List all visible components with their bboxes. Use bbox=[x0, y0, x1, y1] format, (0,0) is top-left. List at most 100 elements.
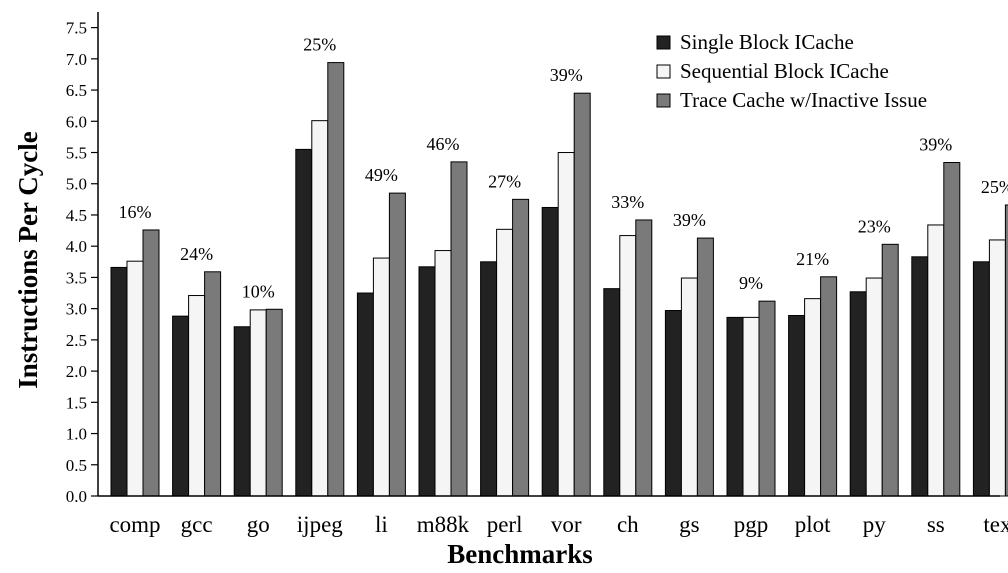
bar-gs-series-3 bbox=[696, 237, 714, 497]
legend-label: Trace Cache w/Inactive Issue bbox=[680, 88, 927, 112]
legend-label: Single Block ICache bbox=[680, 30, 854, 54]
bar-pgp-series-3 bbox=[758, 300, 776, 497]
bar-comp-series-1 bbox=[110, 266, 128, 497]
x-tick-label: pgp bbox=[734, 512, 769, 537]
bar-li-series-1 bbox=[356, 292, 374, 497]
x-axis-title: Benchmarks bbox=[447, 539, 593, 569]
percent-annotation: 25% bbox=[981, 177, 1008, 197]
x-tick-label: ch bbox=[617, 512, 639, 537]
bar-comp-series-3 bbox=[142, 229, 160, 497]
x-tick-label: go bbox=[247, 512, 270, 537]
percent-annotation: 39% bbox=[550, 65, 583, 85]
bar-perl-series-2 bbox=[496, 228, 514, 497]
percent-annotation: 25% bbox=[303, 35, 336, 55]
bar-plot-series-2 bbox=[804, 298, 822, 497]
x-tick-label: m88k bbox=[417, 512, 470, 537]
bar-go-series-2 bbox=[249, 309, 267, 497]
percent-annotation: 24% bbox=[180, 244, 213, 264]
x-tick-label: tex bbox=[983, 512, 1008, 537]
percent-annotation: 10% bbox=[242, 281, 275, 301]
percent-annotation: 33% bbox=[611, 192, 644, 212]
bar-ijpeg-series-1 bbox=[295, 148, 313, 497]
bar-py-series-3 bbox=[881, 243, 899, 497]
bar-gs-series-2 bbox=[680, 277, 698, 497]
bar-ch-series-1 bbox=[603, 288, 621, 497]
bar-plot-series-3 bbox=[820, 276, 838, 497]
x-tick-label: py bbox=[863, 512, 887, 537]
bar-li-series-3 bbox=[388, 192, 406, 497]
bar-ss-series-1 bbox=[911, 256, 929, 497]
y-tick-label: 4.0 bbox=[66, 237, 87, 256]
y-tick-label: 3.5 bbox=[66, 268, 87, 287]
y-tick-label: 5.0 bbox=[66, 175, 87, 194]
y-tick-label: 6.0 bbox=[66, 112, 87, 131]
bar-ch-series-3 bbox=[635, 219, 653, 497]
y-tick-label: 1.0 bbox=[66, 425, 87, 444]
bar-pgp-series-1 bbox=[726, 316, 744, 497]
bar-m88k-series-1 bbox=[418, 266, 436, 497]
bar-m88k-series-3 bbox=[450, 161, 468, 497]
x-tick-label: li bbox=[375, 512, 388, 537]
bar-gcc-series-3 bbox=[204, 271, 222, 497]
x-tick-label: vor bbox=[551, 512, 582, 537]
x-tick-label: gcc bbox=[181, 512, 213, 537]
bar-perl-series-3 bbox=[512, 198, 530, 497]
legend-swatch bbox=[656, 64, 671, 79]
y-axis-title: Instructions Per Cycle bbox=[13, 131, 43, 388]
bar-gs-series-1 bbox=[664, 310, 682, 497]
percent-annotation: 16% bbox=[119, 202, 152, 222]
bar-vor-series-3 bbox=[573, 92, 591, 497]
percent-annotation: 39% bbox=[919, 135, 952, 155]
bar-ss-series-2 bbox=[927, 224, 945, 497]
y-tick-label: 1.5 bbox=[66, 393, 87, 412]
bar-ijpeg-series-2 bbox=[311, 120, 329, 497]
bar-tex-series-1 bbox=[972, 261, 990, 497]
percent-annotation: 23% bbox=[858, 216, 891, 236]
percent-annotation: 39% bbox=[673, 210, 706, 230]
x-tick-label: perl bbox=[487, 512, 523, 537]
y-tick-label: 6.5 bbox=[66, 81, 87, 100]
legend-label: Sequential Block ICache bbox=[680, 59, 889, 83]
bar-tex-series-2 bbox=[988, 239, 1006, 497]
percent-annotation: 21% bbox=[796, 249, 829, 269]
y-tick-label: 0.0 bbox=[66, 487, 87, 506]
legend: Single Block ICache Sequential Block ICac… bbox=[656, 30, 927, 112]
bar-m88k-series-2 bbox=[434, 250, 452, 497]
bar-vor-series-1 bbox=[541, 206, 559, 497]
x-tick-label: ss bbox=[927, 512, 945, 537]
bar-go-series-3 bbox=[265, 308, 283, 497]
bar-vor-series-2 bbox=[557, 152, 575, 497]
y-tick-label: 7.5 bbox=[66, 19, 87, 38]
bar-gcc-series-1 bbox=[172, 315, 190, 497]
x-axis: comp gcc go ijpeg li m88k perl vor ch gs pgp plot py… bbox=[98, 495, 1008, 537]
x-tick-label: comp bbox=[109, 512, 160, 537]
y-axis: 0.0 0.5 1.0 1.5 2.0 2.5 3.0 3.5 4.0 4.5 5.0 5.5 6.0 6… bbox=[66, 12, 99, 506]
legend-swatch bbox=[656, 93, 671, 108]
bar-perl-series-1 bbox=[480, 261, 498, 497]
bar-pgp-series-2 bbox=[742, 316, 760, 497]
bar-py-series-2 bbox=[865, 277, 883, 497]
bar-ijpeg-series-3 bbox=[327, 62, 345, 497]
legend-swatch bbox=[656, 35, 671, 50]
percent-annotations: 16% 24% 10% 25% 49% 46% 27% 39% 33% 39% 9% 21% 23% 39… bbox=[119, 35, 1008, 302]
bar-gcc-series-2 bbox=[188, 295, 206, 497]
bar-plot-series-1 bbox=[788, 315, 806, 497]
y-tick-label: 4.5 bbox=[66, 206, 87, 225]
y-tick-label: 3.0 bbox=[66, 300, 87, 319]
bar-ss-series-3 bbox=[943, 162, 961, 497]
x-tick-label: gs bbox=[679, 512, 700, 537]
x-tick-label: ijpeg bbox=[297, 512, 343, 537]
bar-go-series-1 bbox=[233, 326, 251, 497]
percent-annotation: 49% bbox=[365, 165, 398, 185]
y-tick-label: 7.0 bbox=[66, 50, 87, 69]
y-tick-label: 2.0 bbox=[66, 362, 87, 381]
percent-annotation: 46% bbox=[427, 134, 460, 154]
y-tick-label: 5.5 bbox=[66, 144, 87, 163]
y-tick-label: 0.5 bbox=[66, 456, 87, 475]
x-tick-label: plot bbox=[795, 512, 831, 537]
bar-ch-series-2 bbox=[619, 235, 637, 497]
bar-tex-series-3 bbox=[1004, 204, 1008, 497]
bar-comp-series-2 bbox=[126, 260, 144, 497]
bar-li-series-2 bbox=[372, 257, 390, 497]
